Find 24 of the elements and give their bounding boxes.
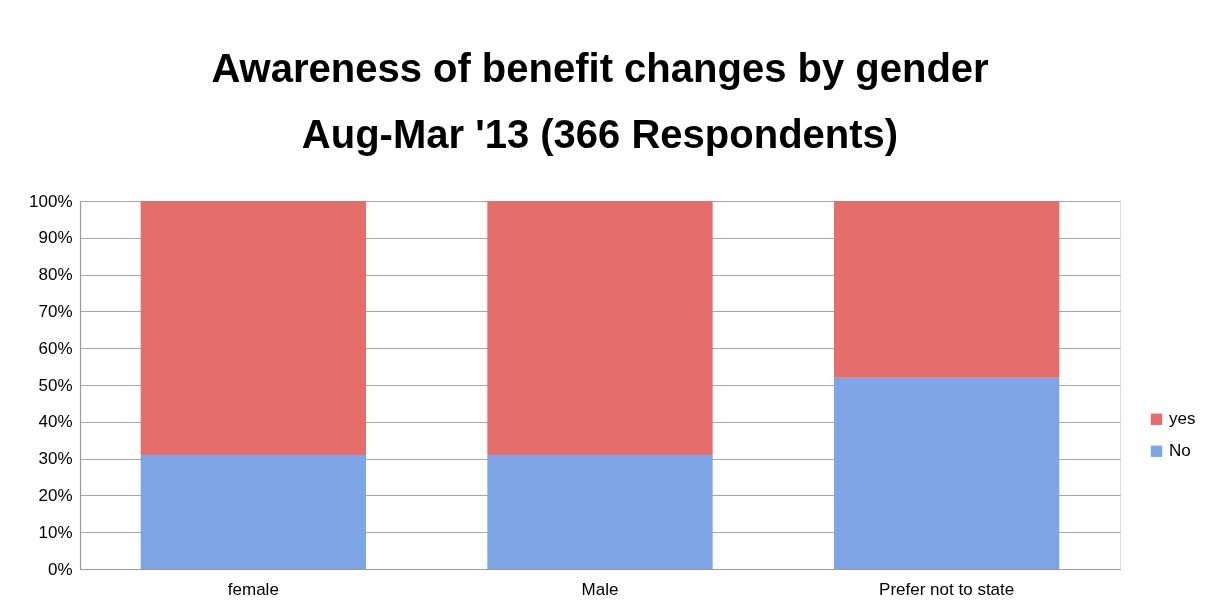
y-tick-label: 0% bbox=[47, 559, 73, 579]
legend-label: yes bbox=[1169, 409, 1196, 429]
x-tick-label: Male bbox=[581, 579, 619, 599]
legend-label: No bbox=[1169, 441, 1191, 461]
y-tick-label: 70% bbox=[38, 301, 73, 321]
y-tick-label: 20% bbox=[38, 485, 73, 505]
chart-title: Awareness of benefit changes by gender bbox=[211, 46, 989, 90]
x-tick-label: Prefer not to state bbox=[879, 579, 1015, 599]
y-tick-label: 40% bbox=[38, 412, 73, 432]
y-tick-label: 50% bbox=[38, 375, 73, 395]
bar bbox=[140, 201, 366, 455]
y-tick-label: 90% bbox=[38, 228, 73, 248]
bar bbox=[834, 201, 1060, 378]
x-tick-label: female bbox=[227, 579, 279, 599]
y-tick-label: 80% bbox=[38, 265, 73, 285]
bar bbox=[834, 377, 1060, 569]
bar bbox=[487, 454, 713, 569]
y-tick-label: 100% bbox=[29, 191, 73, 211]
y-tick-label: 30% bbox=[38, 449, 73, 469]
chart-subtitle: Aug-Mar '13 (366 Respondents) bbox=[301, 112, 899, 156]
bar bbox=[487, 201, 713, 455]
y-tick-label: 60% bbox=[38, 338, 73, 358]
y-tick-label: 10% bbox=[38, 522, 73, 542]
bar bbox=[140, 454, 366, 569]
